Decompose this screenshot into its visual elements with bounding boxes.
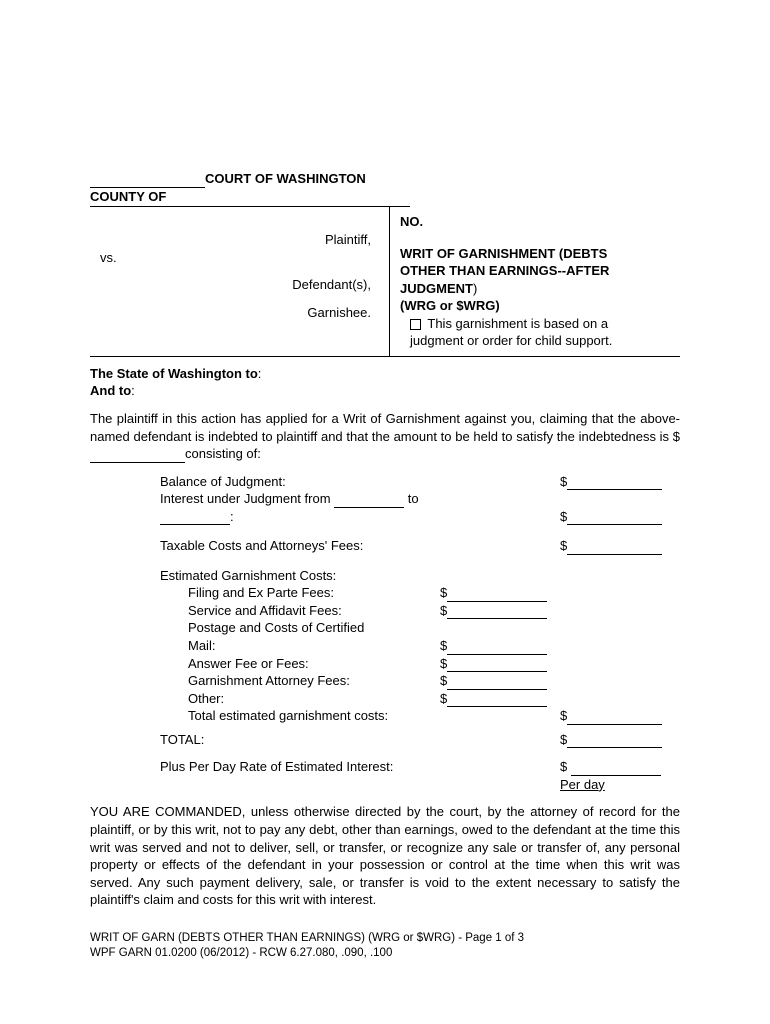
filing-blank[interactable] xyxy=(447,588,547,602)
other-label: Other: xyxy=(160,690,440,708)
dollar-service: $ xyxy=(440,603,447,618)
caption-right: NO. WRIT OF GARNISHMENT (DEBTS OTHER THA… xyxy=(390,207,680,356)
caption-left: Plaintiff, vs. Defendant(s), Garnishee. xyxy=(90,207,390,356)
row-taxable: Taxable Costs and Attorneys' Fees: $ xyxy=(160,537,670,555)
row-postage2: Mail: $ xyxy=(160,637,670,655)
total-blank[interactable] xyxy=(567,734,662,748)
plaintiff-label: Plaintiff, xyxy=(90,231,381,249)
row-answer: Answer Fee or Fees: $ xyxy=(160,655,670,673)
county-row: COUNTY OF xyxy=(90,188,410,208)
dollar-total-est: $ xyxy=(560,708,567,723)
total-est-label: Total estimated garnishment costs: xyxy=(160,707,440,725)
interest-blank[interactable] xyxy=(567,511,662,525)
plus-label: Plus Per Day Rate of Estimated Interest: xyxy=(160,758,440,793)
interest-to-blank[interactable] xyxy=(160,511,230,525)
writ-title-3: JUDGMENT xyxy=(400,281,473,296)
and-to-colon: : xyxy=(131,383,135,398)
row-interest: Interest under Judgment from to : $ xyxy=(160,490,670,525)
other-blank[interactable] xyxy=(447,693,547,707)
state-to-label: The State of Washington to xyxy=(90,366,258,381)
est-header-label: Estimated Garnishment Costs: xyxy=(160,567,440,585)
row-total: TOTAL: $ xyxy=(160,731,670,749)
taxable-label: Taxable Costs and Attorneys' Fees: xyxy=(160,537,440,555)
writ-title-paren: ) xyxy=(473,281,477,296)
total-label: TOTAL: xyxy=(160,731,440,749)
dollar-balance: $ xyxy=(560,474,567,489)
court-header-line: COURT OF WASHINGTON xyxy=(90,170,680,188)
writ-title-1: WRIT OF GARNISHMENT (DEBTS xyxy=(400,245,680,263)
child-support-checkbox[interactable] xyxy=(410,319,421,330)
garnishee-label: Garnishee. xyxy=(90,304,381,322)
checkbox-text-1: This garnishment is based on a xyxy=(427,316,608,331)
indebtedness-blank[interactable] xyxy=(90,449,185,463)
interest-from-blank[interactable] xyxy=(334,494,404,508)
dollar-other: $ xyxy=(440,691,447,706)
writ-title-4: (WRG or $WRG) xyxy=(400,297,680,315)
dollar-total: $ xyxy=(560,732,567,747)
row-balance: Balance of Judgment: $ xyxy=(160,473,670,491)
row-est-header: Estimated Garnishment Costs: xyxy=(160,567,670,585)
dollar-garn-atty: $ xyxy=(440,673,447,688)
service-blank[interactable] xyxy=(447,605,547,619)
checkbox-text-2: judgment or order for child support. xyxy=(400,332,680,350)
page-footer: WRIT OF GARN (DEBTS OTHER THAN EARNINGS)… xyxy=(90,931,680,962)
addressee-block: The State of Washington to: And to: xyxy=(90,365,680,400)
interest-to: to xyxy=(408,491,419,506)
writ-title-2: OTHER THAN EARNINGS--AFTER xyxy=(400,262,680,280)
county-blank[interactable] xyxy=(166,188,410,206)
intro-paragraph-wrap: The plaintiff in this action has applied… xyxy=(90,410,680,463)
postage-blank[interactable] xyxy=(447,641,547,655)
amount-table: Balance of Judgment: $ Interest under Ju… xyxy=(160,473,670,725)
row-total-est: Total estimated garnishment costs: $ xyxy=(160,707,670,725)
checkbox-row: This garnishment is based on a xyxy=(400,315,680,333)
service-label: Service and Affidavit Fees: xyxy=(160,602,440,620)
command-paragraph: YOU ARE COMMANDED, unless otherwise dire… xyxy=(90,803,680,908)
taxable-blank[interactable] xyxy=(567,541,662,555)
row-other: Other: $ xyxy=(160,690,670,708)
dollar-plus: $ xyxy=(560,759,567,774)
intro-paragraph: The plaintiff in this action has applied… xyxy=(90,411,680,444)
balance-blank[interactable] xyxy=(567,476,662,490)
postage-label-2: Mail: xyxy=(160,637,440,655)
state-to-colon: : xyxy=(258,366,262,381)
county-label: COUNTY OF xyxy=(90,188,166,206)
postage-label-1: Postage and Costs of Certified xyxy=(160,619,440,637)
garn-atty-label: Garnishment Attorney Fees: xyxy=(160,672,440,690)
dollar-taxable: $ xyxy=(560,538,567,553)
defendants-label: Defendant(s), xyxy=(90,276,381,294)
court-name: COURT OF WASHINGTON xyxy=(205,171,366,186)
row-filing: Filing and Ex Parte Fees: $ xyxy=(160,584,670,602)
total-est-blank[interactable] xyxy=(567,711,662,725)
per-day-label: Per day xyxy=(560,776,670,794)
answer-label: Answer Fee or Fees: xyxy=(160,655,440,673)
filing-label: Filing and Ex Parte Fees: xyxy=(160,584,440,602)
row-service: Service and Affidavit Fees: $ xyxy=(160,602,670,620)
dollar-filing: $ xyxy=(440,585,447,600)
footer-line-1: WRIT OF GARN (DEBTS OTHER THAN EARNINGS)… xyxy=(90,931,680,947)
interest-colon: : xyxy=(230,509,234,524)
plus-blank[interactable] xyxy=(571,762,661,776)
interest-pre: Interest under Judgment from xyxy=(160,491,331,506)
garn-atty-blank[interactable] xyxy=(447,676,547,690)
answer-blank[interactable] xyxy=(447,658,547,672)
footer-line-2: WPF GARN 01.0200 (06/2012) - RCW 6.27.08… xyxy=(90,946,680,962)
case-no-label: NO. xyxy=(400,213,680,231)
row-postage1: Postage and Costs of Certified xyxy=(160,619,670,637)
dollar-answer: $ xyxy=(440,656,447,671)
vs-label: vs. xyxy=(90,249,381,267)
row-plus: Plus Per Day Rate of Estimated Interest:… xyxy=(160,758,670,793)
and-to-label: And to xyxy=(90,383,131,398)
caption-table: Plaintiff, vs. Defendant(s), Garnishee. … xyxy=(90,207,680,357)
dollar-postage: $ xyxy=(440,638,447,653)
court-blank[interactable] xyxy=(90,174,205,188)
dollar-interest: $ xyxy=(560,509,567,524)
consisting-label: consisting of: xyxy=(185,446,261,461)
row-garn-atty: Garnishment Attorney Fees: $ xyxy=(160,672,670,690)
balance-label: Balance of Judgment: xyxy=(160,473,440,491)
